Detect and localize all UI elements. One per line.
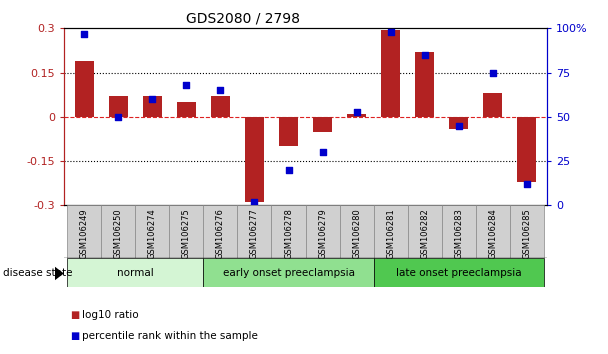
Text: GSM106280: GSM106280 [352, 208, 361, 259]
Point [385, 29, 395, 35]
Point [80, 31, 89, 36]
Text: GSM106279: GSM106279 [318, 208, 327, 259]
Bar [211, 96, 230, 117]
Bar [143, 96, 162, 117]
Bar [204, 258, 373, 287]
Title: GDS2080 / 2798: GDS2080 / 2798 [185, 12, 300, 26]
Bar [449, 117, 468, 129]
Point [114, 114, 123, 120]
Bar [373, 205, 407, 258]
Text: GSM106282: GSM106282 [420, 208, 429, 259]
Text: GSM106250: GSM106250 [114, 208, 123, 259]
Text: GSM106249: GSM106249 [80, 208, 89, 259]
Bar [177, 102, 196, 117]
Point [420, 52, 429, 58]
Point [317, 149, 327, 155]
Bar [517, 117, 536, 182]
Text: GSM106277: GSM106277 [250, 208, 259, 259]
Bar [170, 205, 204, 258]
Bar [407, 205, 441, 258]
Point [182, 82, 192, 88]
Text: percentile rank within the sample: percentile rank within the sample [82, 331, 258, 341]
Point [454, 123, 463, 129]
Point [351, 109, 361, 114]
Text: GSM106276: GSM106276 [216, 208, 225, 259]
Text: late onset preeclampsia: late onset preeclampsia [396, 268, 522, 278]
Bar [339, 205, 373, 258]
Bar [136, 205, 170, 258]
Text: GSM106275: GSM106275 [182, 208, 191, 259]
Bar [109, 96, 128, 117]
Point [148, 96, 157, 102]
Point [216, 87, 226, 93]
Text: early onset preeclampsia: early onset preeclampsia [223, 268, 354, 278]
Text: GSM106274: GSM106274 [148, 208, 157, 259]
Bar [245, 117, 264, 202]
Bar [510, 205, 544, 258]
Bar [373, 258, 544, 287]
Text: ■: ■ [70, 310, 79, 320]
Text: GSM106285: GSM106285 [522, 208, 531, 259]
Bar [238, 205, 272, 258]
Bar [272, 205, 305, 258]
Point [522, 181, 531, 187]
Point [250, 199, 260, 205]
Bar [75, 61, 94, 117]
Text: GSM106284: GSM106284 [488, 208, 497, 259]
Bar [415, 52, 434, 117]
Text: GSM106283: GSM106283 [454, 208, 463, 259]
Bar [483, 93, 502, 117]
Point [284, 167, 294, 173]
Text: disease state: disease state [3, 268, 72, 278]
Bar [381, 30, 400, 117]
Text: log10 ratio: log10 ratio [82, 310, 139, 320]
Bar [475, 205, 510, 258]
Bar [306, 205, 339, 258]
Text: normal: normal [117, 268, 154, 278]
Bar [67, 205, 102, 258]
Text: ■: ■ [70, 331, 79, 341]
Point [488, 70, 497, 75]
Bar [279, 117, 298, 146]
Text: GSM106278: GSM106278 [284, 208, 293, 259]
Bar [313, 117, 332, 132]
Bar [67, 258, 204, 287]
Polygon shape [55, 267, 64, 280]
Text: GSM106281: GSM106281 [386, 208, 395, 259]
Bar [347, 114, 366, 117]
Bar [441, 205, 475, 258]
Bar [102, 205, 136, 258]
Bar [204, 205, 238, 258]
